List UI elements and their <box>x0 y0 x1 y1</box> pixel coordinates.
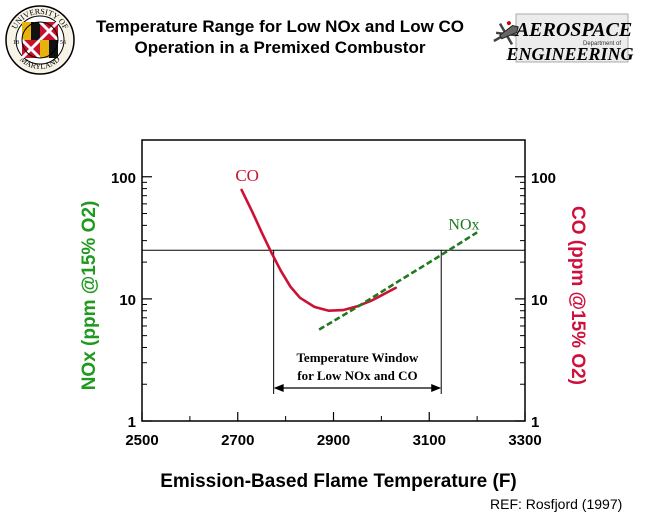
title-line-1: Temperature Range for Low NOx and Low CO <box>95 17 465 36</box>
aerospace-engineering-logo-icon: AEROSPACE Department of ENGINEERING <box>493 13 634 64</box>
y-tick-label-left: 100 <box>111 170 136 187</box>
department-of-text: Department of <box>583 41 621 47</box>
seal-year-right: 56 <box>60 40 66 46</box>
co-series-line <box>240 188 397 313</box>
y-tick-label-left: 1 <box>128 414 136 431</box>
university-of-maryland-seal-icon: UNIVERSITY OF MARYLAND 18 56 <box>5 5 75 75</box>
co-series-label: CO <box>235 166 259 185</box>
page-title: Temperature Range for Low NOx and Low CO… <box>80 16 480 58</box>
y-tick-label-right: 10 <box>531 292 548 309</box>
axis-ticks <box>141 139 526 422</box>
window-label-background <box>282 349 433 383</box>
x-axis-label: Emission-Based Flame Temperature (F) <box>160 471 517 492</box>
nox-series-label: NOx <box>448 216 479 233</box>
arrowhead-right <box>431 384 442 392</box>
x-tick-label: 2900 <box>317 432 350 449</box>
y-axis-label-left: NOx (ppm @15% O2) <box>79 201 100 391</box>
y-tick-label-right: 1 <box>531 414 539 431</box>
reference-citation: REF: Rosfjord (1997) <box>490 496 623 512</box>
x-tick-label: 3100 <box>413 432 446 449</box>
x-tick-label: 2700 <box>221 432 254 449</box>
aerospace-text: AEROSPACE <box>514 19 632 41</box>
seal-year-left: 18 <box>13 40 19 46</box>
title-line-2: Operation in a Premixed Combustor <box>134 38 426 57</box>
y-tick-label-right: 100 <box>531 170 556 187</box>
engineering-text: ENGINEERING <box>505 44 633 64</box>
window-label-line-2: for Low NOx and CO <box>297 368 417 383</box>
x-tick-label: 3300 <box>508 432 541 449</box>
window-label-line-1: Temperature Window <box>296 350 419 365</box>
x-tick-label: 2500 <box>125 432 158 449</box>
y-tick-label-left: 10 <box>119 292 136 309</box>
arrowhead-left <box>273 384 284 392</box>
y-axis-label-right: CO (ppm @15% O2) <box>567 206 588 385</box>
nox-series-line <box>318 231 478 331</box>
